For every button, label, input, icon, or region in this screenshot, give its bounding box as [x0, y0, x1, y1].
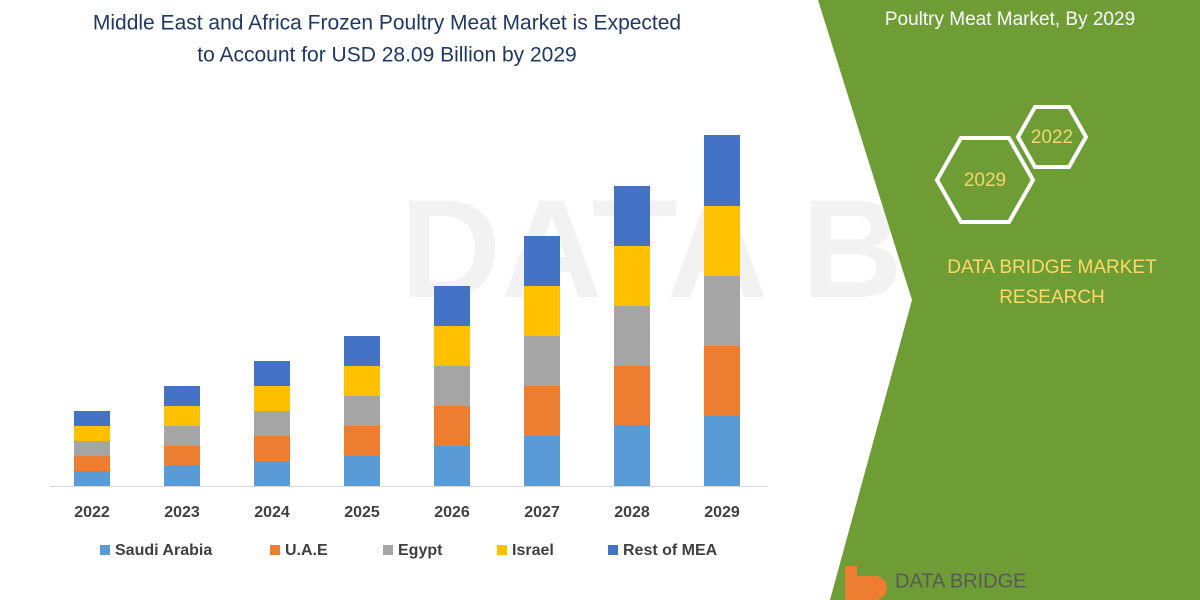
bar-segment: [74, 456, 110, 471]
legend-label: Saudi Arabia: [115, 542, 212, 559]
hex-year: 2022: [1031, 127, 1073, 148]
chart-title: to Account for USD 28.09 Billion by 2029: [197, 44, 576, 67]
chart-title: Middle East and Africa Frozen Poultry Me…: [93, 12, 681, 35]
sidebar-heading: Poultry Meat Market, By 2029: [885, 9, 1135, 30]
bar-segment: [434, 446, 470, 486]
legend-swatch: [100, 545, 110, 555]
legend-label: Rest of MEA: [623, 542, 718, 559]
bar-segment: [164, 386, 200, 406]
bar-segment: [614, 246, 650, 306]
legend-label: Egypt: [398, 542, 443, 559]
bar-segment: [254, 436, 290, 461]
bar-segment: [524, 336, 560, 386]
bar-segment: [164, 406, 200, 426]
legend-swatch: [608, 545, 618, 555]
bar-segment: [524, 386, 560, 436]
bar-segment: [524, 236, 560, 286]
bar-segment: [344, 396, 380, 426]
legend-label: Israel: [512, 542, 554, 559]
bar-segment: [434, 366, 470, 406]
bar-segment: [74, 471, 110, 486]
bar-segment: [704, 346, 740, 416]
x-tick-label: 2029: [704, 504, 740, 521]
legend-label: U.A.E: [285, 542, 328, 559]
bar-segment: [434, 406, 470, 446]
bar-segment: [614, 186, 650, 246]
brand: RESEARCH: [999, 287, 1105, 308]
bar-segment: [254, 386, 290, 411]
bar-segment: [344, 426, 380, 456]
x-tick-label: 2028: [614, 504, 650, 521]
bar-segment: [524, 286, 560, 336]
legend-swatch: [270, 545, 280, 555]
legend-swatch: [497, 545, 507, 555]
bar-segment: [254, 411, 290, 436]
bar-segment: [614, 366, 650, 426]
hexagon: [1015, 105, 1089, 169]
bar-segment: [254, 461, 290, 486]
bar-segment: [164, 466, 200, 486]
bar-segment: [344, 456, 380, 486]
x-tick-label: 2022: [74, 504, 110, 521]
bar-segment: [704, 276, 740, 346]
bar-segment: [74, 411, 110, 426]
bar-segment: [704, 416, 740, 486]
bar-segment: [704, 135, 740, 206]
bar-segment: [614, 306, 650, 366]
green-panel: [818, 0, 1200, 600]
hexagon: [934, 136, 1036, 224]
hex-year: 2029: [964, 170, 1006, 191]
logo-icon: [845, 566, 887, 600]
bar-segment: [344, 366, 380, 396]
x-tick-label: 2023: [164, 504, 200, 521]
x-tick-label: 2026: [434, 504, 470, 521]
bar-segment: [524, 436, 560, 486]
bar-segment: [614, 426, 650, 486]
logo-text: DATA BRIDGE: [895, 570, 1027, 592]
bar-segment: [434, 326, 470, 366]
brand: DATA BRIDGE MARKET: [947, 257, 1157, 278]
bar-segment: [434, 286, 470, 326]
x-tick-label: 2025: [344, 504, 380, 521]
bar-segment: [344, 336, 380, 366]
legend-swatch: [383, 545, 393, 555]
bar-segment: [74, 426, 110, 441]
bar-segment: [254, 361, 290, 386]
x-tick-label: 2024: [254, 504, 290, 521]
bar-segment: [74, 441, 110, 456]
bar-segment: [704, 206, 740, 276]
x-tick-label: 2027: [524, 504, 560, 521]
bar-segment: [164, 426, 200, 446]
bar-segment: [164, 446, 200, 466]
